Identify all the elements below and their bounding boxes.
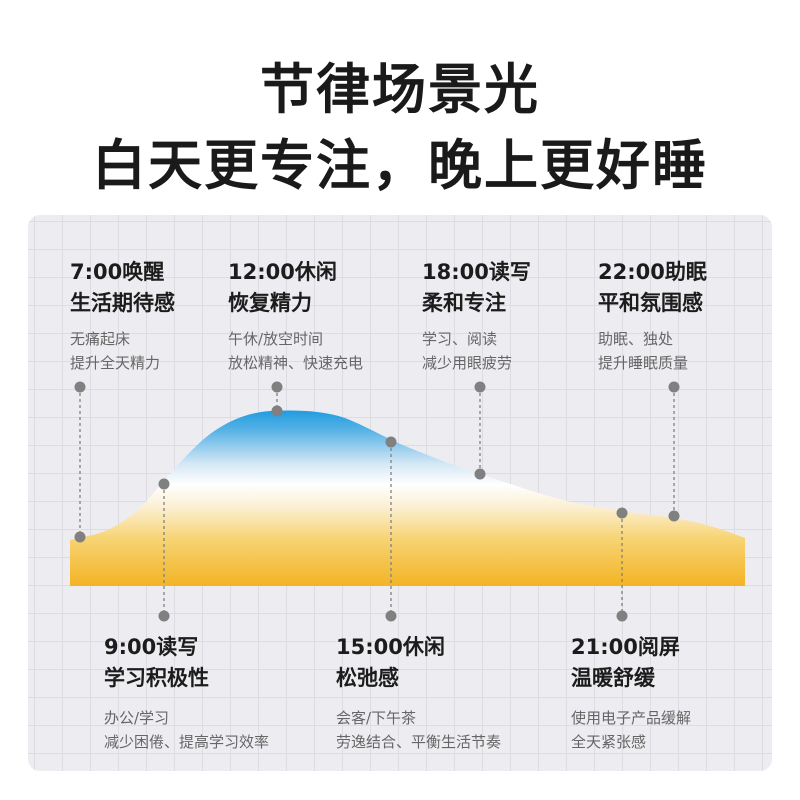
marker-dot: [271, 381, 283, 393]
label-desc: 办公/学习: [104, 709, 170, 727]
label-subtitle: 生活期待感: [70, 291, 175, 315]
label-10pm-sleep: 22:00助眠 平和氛围感 助眠、独处 提升睡眠质量: [598, 257, 707, 375]
label-title: 21:00阅屏: [571, 635, 680, 659]
marker-dot: [474, 468, 486, 480]
label-title: 22:00助眠: [598, 260, 707, 284]
headline-line2: 白天更专注，晚上更好睡: [92, 134, 708, 197]
marker-dot: [385, 610, 397, 622]
marker-dot: [668, 510, 680, 522]
label-title: 18:00读写: [422, 260, 531, 284]
rhythm-panel: [28, 215, 772, 771]
label-desc: 减少用眼疲劳: [422, 354, 513, 372]
label-desc: 学习、阅读: [422, 330, 498, 348]
label-desc: 放松精神、快速充电: [228, 354, 364, 372]
label-subtitle: 平和氛围感: [598, 291, 703, 315]
marker-dot: [668, 381, 680, 393]
label-desc: 减少困倦、提高学习效率: [104, 733, 270, 751]
label-desc: 全天紧张感: [571, 733, 647, 751]
label-subtitle: 柔和专注: [422, 291, 506, 315]
marker-dot: [158, 478, 170, 490]
marker-dots: [74, 381, 680, 622]
label-9pm-screen: 21:00阅屏 温暖舒缓 使用电子产品缓解 全天紧张感: [571, 632, 691, 754]
label-desc: 午休/放空时间: [228, 330, 324, 348]
label-desc: 提升全天精力: [70, 354, 161, 372]
label-desc: 提升睡眠质量: [598, 354, 689, 372]
label-subtitle: 温暖舒缓: [571, 666, 655, 690]
marker-dot: [385, 436, 397, 448]
label-subtitle: 恢复精力: [228, 291, 312, 315]
label-subtitle: 松弛感: [336, 666, 399, 690]
light-area: [70, 410, 745, 586]
marker-dot: [74, 531, 86, 543]
label-6pm-reading: 18:00读写 柔和专注 学习、阅读 减少用眼疲劳: [422, 257, 531, 375]
timeline-markers: [79, 387, 675, 616]
label-desc: 会客/下午茶: [336, 709, 417, 727]
label-3pm-leisure: 15:00休闲 松弛感 会客/下午茶 劳逸结合、平衡生活节奏: [336, 632, 501, 754]
label-7am-wake: 7:00唤醒 生活期待感 无痛起床 提升全天精力: [70, 257, 175, 375]
marker-dot: [616, 610, 628, 622]
label-desc: 使用电子产品缓解: [571, 709, 692, 727]
label-9am-study: 9:00读写 学习积极性 办公/学习 减少困倦、提高学习效率: [104, 632, 269, 754]
marker-dot: [271, 405, 283, 417]
label-desc: 劳逸结合、平衡生活节奏: [336, 733, 502, 751]
label-desc: 无痛起床: [70, 330, 131, 348]
label-desc: 助眠、独处: [598, 330, 674, 348]
marker-dot: [474, 381, 486, 393]
label-title: 15:00休闲: [336, 635, 445, 659]
headline-line1: 节律场景光: [260, 58, 540, 121]
label-title: 7:00唤醒: [70, 260, 165, 284]
marker-dot: [158, 610, 170, 622]
marker-dot: [616, 507, 628, 519]
label-title: 9:00读写: [104, 635, 199, 659]
label-subtitle: 学习积极性: [104, 666, 209, 690]
label-title: 12:00休闲: [228, 260, 337, 284]
marker-dot: [74, 381, 86, 393]
label-12pm-rest: 12:00休闲 恢复精力 午休/放空时间 放松精神、快速充电: [228, 257, 363, 375]
